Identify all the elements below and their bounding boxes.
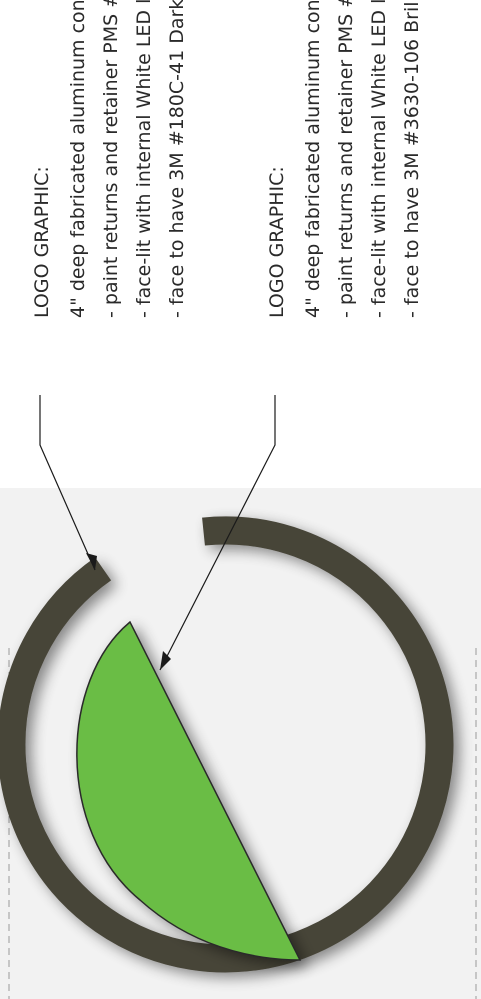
callout-arrowhead-1 [86,553,97,570]
callout-1-line-4: - face to have 3M #180C-41 Dark [166,0,188,318]
callout-2-line-4: - face to have 3M #3630-106 Bril [401,1,423,318]
callout-2-line-3: - face-lit with internal White LED lig [368,0,390,318]
callout-2-line-2: - paint returns and retainer PMS # [335,0,357,318]
logo-ring-arc [0,516,454,973]
callout-leader-1 [39,395,96,571]
callout-text-1: LOGO GRAPHIC: 4" deep fabricated aluminu… [31,0,188,318]
callout-1-line-3: - face-lit with internal White LED lig [133,0,155,318]
callout-2-line-1: 4" deep fabricated aluminum cons [302,0,324,318]
callout-arrowhead-2 [160,651,171,670]
callout-leader-2 [159,395,276,671]
callout-text-2: LOGO GRAPHIC: 4" deep fabricated aluminu… [266,0,423,318]
callout-1-line-2: - paint returns and retainer PMS # [100,0,122,318]
callout-2-heading: LOGO GRAPHIC: [266,166,288,318]
callout-1-heading: LOGO GRAPHIC: [31,166,53,318]
logo-green-leaf [76,620,302,961]
callout-1-line-1: 4" deep fabricated aluminum cons [67,0,89,318]
